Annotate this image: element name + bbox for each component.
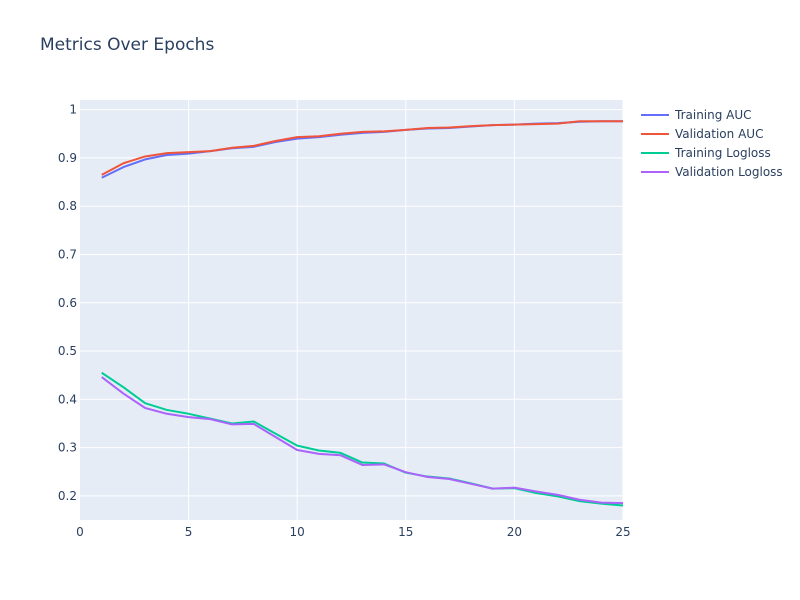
y-tick-label: 0.9 [58, 151, 77, 165]
series-line-training-logloss [101, 371, 624, 507]
y-tick-label: 0.4 [58, 392, 77, 406]
legend-item-validation-auc[interactable]: Validation AUC [641, 127, 763, 141]
series-line-validation-logloss [101, 376, 624, 505]
series-line-validation-auc [101, 120, 623, 176]
y-tick-label: 0.7 [58, 247, 77, 261]
legend[interactable]: Training AUC Validation AUC Training Loglo… [641, 108, 783, 179]
x-axis: 0 5 10 15 20 25 [76, 525, 630, 539]
chart-title: Metrics Over Epochs [40, 35, 214, 55]
series-lines [101, 120, 624, 507]
legend-item-training-auc[interactable]: Training AUC [641, 108, 752, 122]
plot-area [80, 100, 623, 520]
legend-label: Validation AUC [675, 127, 763, 141]
y-tick-label: 0.6 [58, 296, 77, 310]
grid [80, 100, 624, 520]
y-axis: 0.2 0.3 0.4 0.5 0.6 0.7 0.8 0.9 1 [58, 103, 77, 503]
x-tick-label: 15 [398, 525, 413, 539]
legend-label: Training Logloss [674, 146, 771, 160]
x-tick-label: 5 [185, 525, 193, 539]
y-tick-label: 0.3 [58, 441, 77, 455]
y-tick-label: 0.2 [58, 489, 77, 503]
x-tick-label: 25 [615, 525, 630, 539]
x-tick-label: 20 [507, 525, 522, 539]
legend-item-training-logloss[interactable]: Training Logloss [641, 146, 771, 160]
y-tick-label: 1 [69, 103, 77, 117]
x-tick-label: 0 [76, 525, 84, 539]
y-tick-label: 0.8 [58, 199, 77, 213]
y-tick-label: 0.5 [58, 344, 77, 358]
x-tick-label: 10 [290, 525, 305, 539]
legend-item-validation-logloss[interactable]: Validation Logloss [641, 165, 783, 179]
legend-label: Training AUC [674, 108, 752, 122]
legend-label: Validation Logloss [675, 165, 783, 179]
